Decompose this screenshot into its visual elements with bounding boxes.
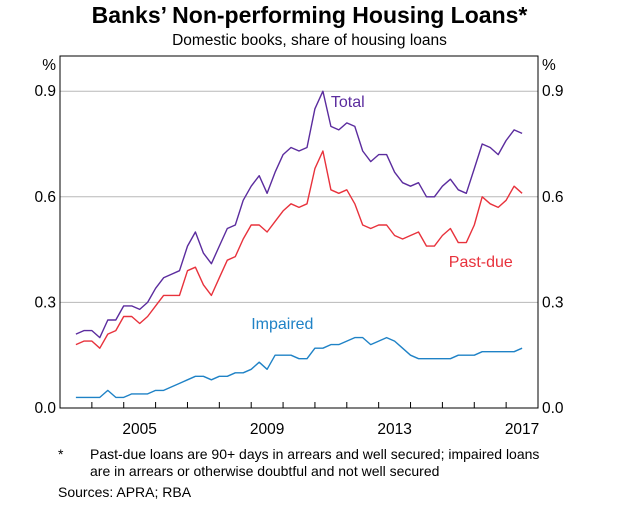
xtick-label: 2009 [250, 421, 284, 438]
axes: 0.0 0.0 0.3 0.3 0.6 0.6 0.9 0.9% % 2005 2009 2013 20… [34, 57, 563, 438]
xtick-label: 2013 [377, 421, 411, 438]
xtick-label: 2017 [505, 421, 539, 438]
series-label-total: Total [331, 94, 365, 111]
ytick-label-right: 0.9 [542, 83, 564, 100]
series-label-impaired: Impaired [251, 316, 313, 333]
ytick-label-left: 0.6 [34, 189, 56, 206]
plot-frame [59, 55, 539, 409]
chart-title: Banks’ Non-performing Housing Loans* [91, 2, 528, 28]
footnote-text: Past-due loans are 90+ days in arrears a… [90, 446, 540, 479]
series-lines [75, 90, 523, 399]
footnote-marker: * [58, 446, 64, 462]
series-line-past-due [75, 150, 523, 349]
gridlines [60, 90, 538, 303]
ytick-label-left: 0.3 [34, 294, 56, 311]
ytick-label-left: 0.9 [34, 83, 56, 100]
series-line-impaired [75, 336, 523, 399]
sources-note: Sources: APRA; RBA [58, 484, 192, 500]
ytick-label-left: 0.0 [34, 400, 56, 417]
chart-subtitle: Domestic books, share of housing loans [172, 32, 447, 49]
ytick-label-right: 0.6 [542, 189, 564, 206]
series-label-past-due: Past-due [449, 254, 513, 271]
series-labels: Total Past-due Impaired [251, 94, 513, 333]
y-unit-right: % [542, 57, 556, 74]
xtick-label: 2005 [122, 421, 156, 438]
ytick-label-right: 0.0 [542, 400, 564, 417]
ytick-label-right: 0.3 [542, 294, 564, 311]
y-unit-left: % [42, 57, 56, 74]
series-line-total [75, 90, 523, 339]
